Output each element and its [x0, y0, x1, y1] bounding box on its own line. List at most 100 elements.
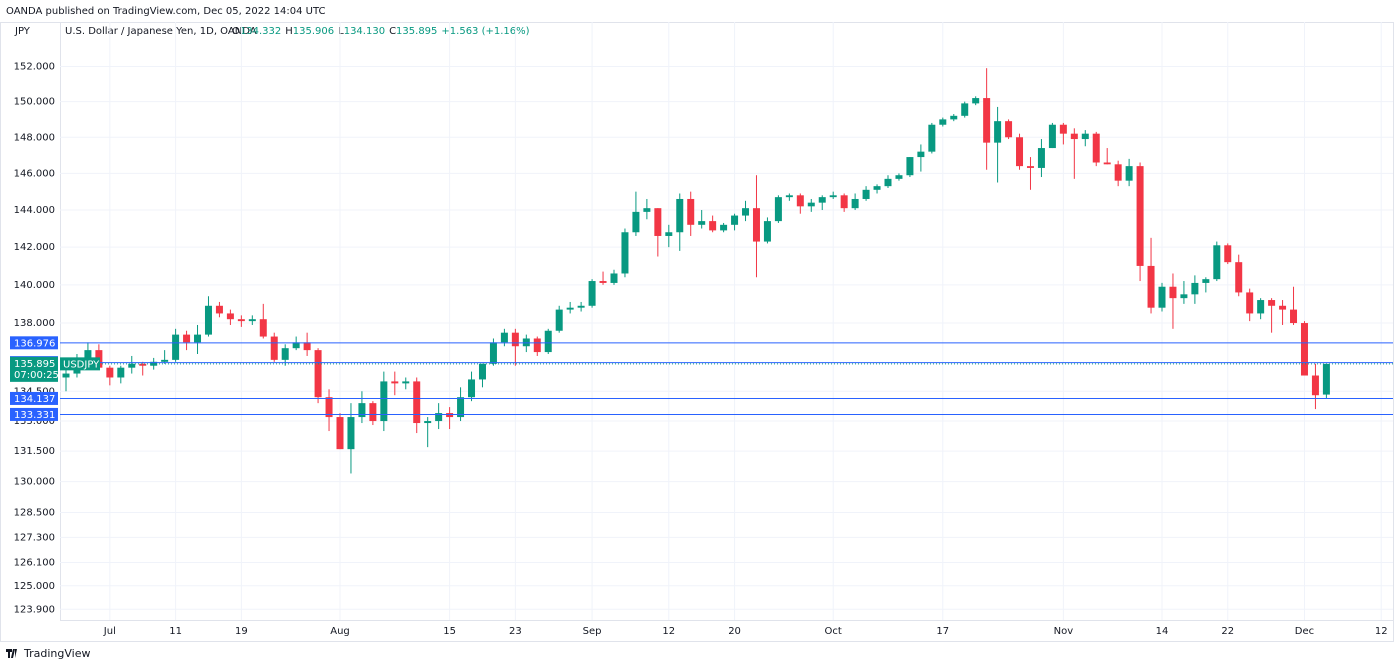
candle-body — [468, 379, 476, 398]
candle-body — [270, 336, 278, 360]
candle-body — [994, 121, 1002, 143]
legend-value: 134.332 — [240, 26, 281, 37]
candle-body — [928, 124, 936, 152]
candle-body — [1037, 148, 1045, 168]
y-tick-label: 150.000 — [14, 97, 55, 108]
legend-value: L — [338, 26, 344, 37]
y-tick-label: 140.000 — [14, 280, 55, 291]
candle-body — [621, 232, 629, 274]
candle-body — [1026, 166, 1034, 168]
candle-body — [895, 175, 903, 179]
candle-body — [676, 198, 684, 233]
y-tick-label: 123.900 — [14, 604, 55, 615]
candle-body — [665, 232, 673, 236]
legend-value: C — [389, 26, 396, 37]
candle-body — [1300, 323, 1308, 376]
last-price-label: 135.895 — [14, 359, 55, 370]
legend-value: H — [285, 26, 293, 37]
candle-body — [292, 342, 300, 349]
candle-body — [643, 208, 651, 212]
candle-body — [139, 363, 147, 366]
symbol-box — [60, 357, 100, 371]
candle-body — [457, 397, 465, 418]
candle-body — [1290, 309, 1298, 324]
x-tick-label: 14 — [1156, 626, 1169, 637]
candle-body — [763, 221, 771, 242]
y-tick-label: 130.000 — [14, 477, 55, 488]
y-tick-label: 146.000 — [14, 168, 55, 179]
last-price-box — [10, 356, 58, 382]
legend-value: 135.895 — [396, 26, 437, 37]
candle-body — [413, 381, 421, 424]
candle-body — [906, 157, 914, 176]
candle-body — [851, 198, 859, 209]
candle-body — [259, 319, 267, 337]
candle-body — [172, 334, 180, 360]
candle-body — [161, 359, 169, 362]
candle-body — [840, 195, 848, 209]
candle-body — [533, 338, 541, 353]
candle-body — [226, 313, 234, 320]
y-tick-label: 128.500 — [14, 507, 55, 518]
x-tick-label: 11 — [169, 626, 182, 637]
candle-body — [884, 178, 892, 187]
candle-body — [391, 381, 399, 384]
y-tick-label: 144.000 — [14, 205, 55, 216]
y-tick-label: 142.000 — [14, 242, 55, 253]
y-tick-label: 133.000 — [14, 416, 55, 427]
candle-body — [204, 305, 212, 335]
candle-body — [500, 332, 508, 343]
x-tick-label: 20 — [728, 626, 741, 637]
candle-body — [687, 198, 695, 225]
candle-body — [1114, 164, 1122, 181]
candle-body — [1059, 124, 1067, 134]
candle-body — [336, 417, 344, 450]
y-tick-label: 126.100 — [14, 558, 55, 569]
candle-body — [1125, 166, 1133, 181]
candle-body — [1235, 262, 1243, 293]
chart-title: U.S. Dollar / Japanese Yen, 1D, OANDA — [65, 26, 257, 37]
x-tick-label: Dec — [1295, 626, 1314, 637]
candle-body — [215, 305, 223, 314]
currency: JPY — [14, 26, 31, 37]
y-tick-label: 127.300 — [14, 532, 55, 543]
level-label: 134.137 — [14, 394, 55, 405]
candle-body — [511, 332, 519, 347]
countdown: 07:00:25 — [14, 370, 59, 381]
candle-body — [106, 367, 114, 378]
candle-body — [917, 151, 925, 158]
candle-body — [489, 342, 497, 364]
level-box — [10, 391, 58, 405]
candle-body — [1191, 282, 1199, 295]
candle-body — [774, 197, 782, 222]
x-tick-label: 12 — [662, 626, 675, 637]
candle-body — [358, 403, 366, 418]
candle-body — [1257, 300, 1265, 314]
x-tick-label: Aug — [330, 626, 350, 637]
candle-body — [314, 350, 322, 398]
candle-body — [237, 319, 245, 322]
candle-body — [424, 421, 432, 424]
candle-body — [369, 403, 377, 422]
candle-body — [950, 115, 958, 120]
candle-body — [281, 348, 289, 360]
level-box — [10, 407, 58, 421]
candles — [62, 68, 1330, 474]
legend-value: O — [232, 26, 240, 37]
candle-body — [1147, 265, 1155, 308]
candle-body — [84, 350, 92, 360]
chart-frame — [0, 22, 1394, 642]
candle-body — [1322, 363, 1330, 395]
footer: TradingView — [23, 647, 90, 660]
footer-logo — [6, 649, 17, 658]
candle-body — [1268, 300, 1276, 306]
candle-body — [654, 208, 662, 236]
y-tick-label: 131.500 — [14, 446, 55, 457]
candle-body — [402, 381, 410, 384]
candle-body — [1169, 286, 1177, 299]
candle-body — [1246, 292, 1254, 314]
candle-body — [1180, 294, 1188, 299]
candle-body — [478, 363, 486, 380]
level-label: 133.331 — [14, 410, 55, 421]
candle-body — [709, 221, 717, 231]
